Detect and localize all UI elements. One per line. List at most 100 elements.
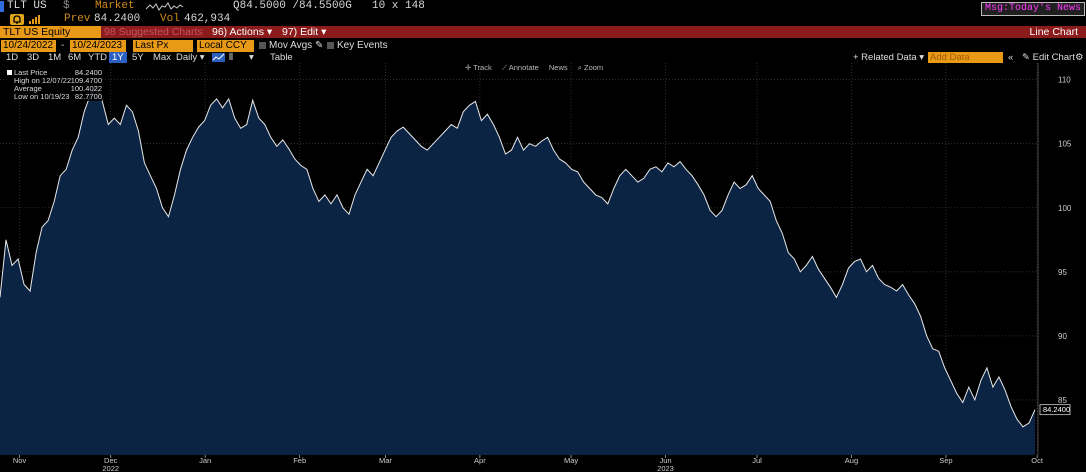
key-events-label: Key Events — [337, 40, 388, 51]
last-price-badge — [1039, 404, 1071, 416]
gear-icon[interactable]: ⚙ — [1075, 52, 1084, 63]
legend-row-last: Last Price 84.2400 — [7, 69, 102, 77]
prev-label: Prev — [64, 13, 91, 25]
y-tick-label: 85 — [1058, 396, 1067, 405]
controls-row: 10/24/2022 - 10/24/2023 Last Px Local CC… — [0, 40, 1086, 52]
legend-swatch — [7, 70, 12, 75]
x-tick-label: Sep — [939, 456, 952, 465]
legend-value: 82.7700 — [74, 92, 102, 101]
frequency-dropdown[interactable]: Daily ▾ — [176, 52, 205, 63]
chart-style-dropdown[interactable]: ▾ — [249, 52, 254, 63]
x-tick-label: Mar — [379, 456, 392, 465]
chart-legend: Last Price 84.2400 High on 12/07/22 109.47… — [7, 69, 102, 101]
annotate-button[interactable]: ⟋ Annotate — [501, 63, 539, 72]
focus-indicator — [0, 1, 4, 12]
range-max[interactable]: Max — [153, 52, 171, 63]
edit-chart-label: Edit Chart — [1032, 52, 1075, 63]
volume-label: Vol — [160, 13, 180, 25]
legend-value: 100.4022 — [70, 84, 102, 93]
legend-label: Low on 10/19/23 — [14, 92, 70, 101]
range-1m[interactable]: 1M — [48, 52, 62, 63]
x-tick-label: Jul — [752, 456, 762, 465]
chart-type-label: Line Chart — [1029, 26, 1078, 38]
year-label: 2022 — [102, 464, 119, 472]
add-data-input[interactable]: Add Data — [928, 52, 1003, 63]
menu-bar: TLT US Equity 98 Suggested Charts 96) Ac… — [0, 26, 1086, 38]
alert-bell-icon[interactable] — [10, 14, 24, 25]
line-chart-icon[interactable] — [212, 53, 225, 62]
range-5y[interactable]: 5Y — [132, 52, 144, 63]
suggested-charts-button[interactable]: 98 Suggested Charts — [104, 26, 203, 38]
start-date-field[interactable]: 10/24/2022 — [1, 40, 56, 52]
intraday-sparkline-icon — [146, 2, 184, 11]
bid-ask-size: 10 x 148 — [372, 0, 425, 12]
x-tick-label: Apr — [474, 456, 486, 465]
price-line — [0, 85, 1036, 428]
y-tick-label: 95 — [1058, 268, 1067, 277]
field-selector[interactable]: Last Px — [133, 40, 193, 52]
currency-label: $ — [63, 0, 70, 12]
header-row: TLT US $ Market Q84.5000 /84.5500G 10 x … — [0, 0, 1086, 16]
related-data-button[interactable]: + Related Data ▾ — [853, 52, 925, 63]
x-tick-label: Dec — [104, 456, 118, 465]
table-button[interactable]: Table — [270, 52, 293, 63]
legend-row-average: Average 100.4022 — [7, 85, 102, 93]
legend-label: High on 12/07/22 — [14, 76, 72, 85]
x-tick-label: Feb — [293, 456, 306, 465]
mov-avgs-checkbox[interactable] — [259, 42, 266, 49]
key-events-checkbox[interactable] — [327, 42, 334, 49]
mov-avgs-toggle[interactable]: Mov Avgs ✎ — [259, 40, 323, 52]
actions-menu[interactable]: 96) Actions ▾ — [212, 26, 273, 38]
ticker-label[interactable]: TLT US — [7, 0, 47, 12]
zoom-button[interactable]: ⌕ Zoom — [577, 63, 604, 72]
x-axis: Nov Dec Jan Feb Mar Apr May Jun Jul Aug Sep Oct 2022… — [13, 455, 1044, 472]
price-chart[interactable]: 85 90 95 100 105 110 Nov Dec Jan Feb Mar Apr May Jun… — [0, 63, 1086, 472]
news-button[interactable]: News — [548, 63, 568, 72]
legend-value: 109.4700 — [70, 76, 102, 85]
legend-value: 84.2400 — [74, 68, 102, 77]
bid-ask-quote: Q84.5000 /84.5500G — [233, 0, 352, 12]
end-date-field[interactable]: 10/24/2023 — [70, 40, 126, 52]
y-tick-label: 105 — [1058, 140, 1072, 149]
key-events-toggle[interactable]: Key Events — [327, 40, 388, 52]
y-tick-label: 100 — [1058, 204, 1072, 213]
collapse-chevron-icon[interactable]: « — [1008, 52, 1014, 63]
year-label: 2023 — [657, 464, 674, 472]
y-axis: 85 90 95 100 105 110 — [1058, 76, 1072, 405]
x-tick-label: May — [564, 456, 578, 465]
mov-avgs-label: Mov Avgs — [269, 40, 313, 51]
edit-menu[interactable]: 97) Edit ▾ — [282, 26, 327, 38]
pencil-icon: ✎ — [314, 40, 324, 51]
legend-row-low: Low on 10/19/23 82.7700 — [7, 93, 102, 101]
date-separator: - — [61, 40, 65, 51]
price-area-fill — [0, 86, 1035, 455]
range-ytd[interactable]: YTD — [88, 52, 107, 63]
x-tick-label: Jun — [659, 456, 671, 465]
security-field[interactable]: TLT US Equity — [0, 26, 101, 38]
edit-chart-button[interactable]: ✎ Edit Chart — [1022, 52, 1075, 63]
range-3d[interactable]: 3D — [27, 52, 40, 63]
chart-toolbar: ✛ Track ⟋ Annotate News ⌕ Zoom — [465, 63, 611, 73]
range-6m[interactable]: 6M — [68, 52, 82, 63]
bar-chart-icon[interactable]: ⫴ — [229, 52, 233, 63]
signal-bars-icon — [29, 15, 40, 24]
range-bar: 1D 3D 1M 6M YTD 1Y 5Y Max Daily ▾ ⫴ ▾ Ta… — [0, 52, 1086, 63]
range-1y[interactable]: 1Y — [109, 52, 127, 63]
y-tick-label: 110 — [1058, 76, 1071, 85]
x-tick-label: Aug — [845, 456, 858, 465]
y-tick-label: 90 — [1058, 332, 1067, 341]
x-tick-label: Jan — [199, 456, 211, 465]
last-price-label: 84.2400 — [1043, 405, 1070, 414]
market-label: Market — [95, 0, 135, 12]
pencil-icon: ✎ — [1022, 52, 1033, 63]
range-1d[interactable]: 1D — [6, 52, 19, 63]
track-button[interactable]: ✛ Track — [465, 63, 492, 72]
currency-selector[interactable]: Local CCY — [197, 40, 254, 52]
x-tick-label: Oct — [1031, 456, 1044, 465]
legend-label: Average — [14, 84, 42, 93]
prev-value: 84.2400 — [94, 13, 141, 25]
header-row-2: Prev 84.2400 Vol 462,934 — [0, 13, 1086, 26]
legend-label: Last Price — [14, 68, 48, 77]
volume-value: 462,934 — [184, 13, 231, 25]
todays-news-button[interactable]: Msg:Today's News — [981, 2, 1086, 16]
